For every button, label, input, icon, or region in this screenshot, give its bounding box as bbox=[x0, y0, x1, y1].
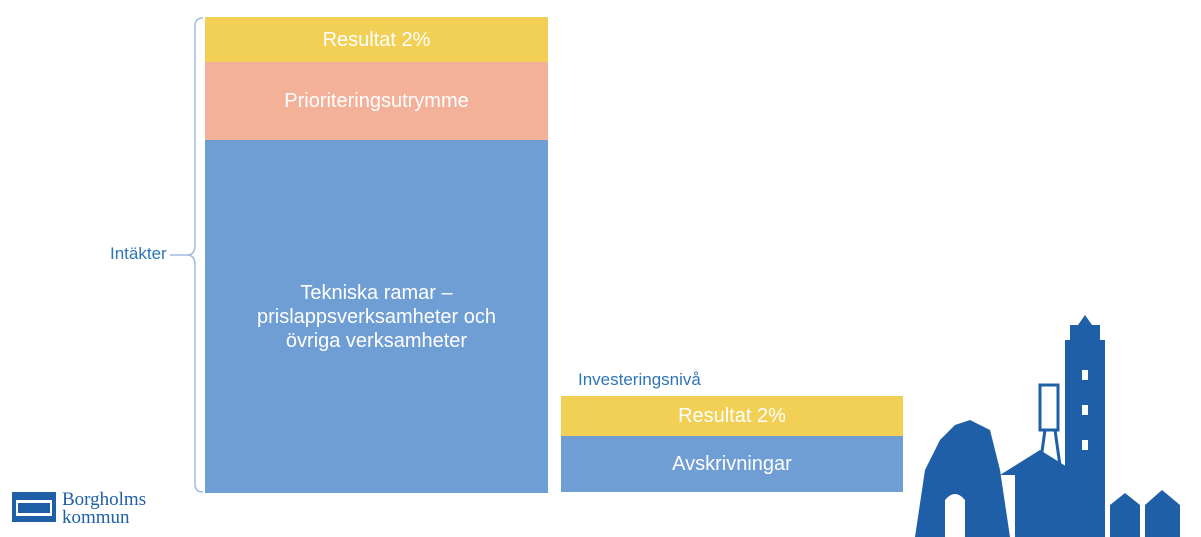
logo-text: Borgholms kommun bbox=[62, 491, 146, 527]
logo-emblem bbox=[12, 492, 56, 522]
slide: Intäkter Resultat 2% Prioriteringsutrymm… bbox=[0, 0, 1201, 537]
priority-block: Prioriteringsutrymme bbox=[205, 62, 548, 140]
logo-line: kommun bbox=[62, 509, 146, 527]
investment-result-block: Resultat 2% bbox=[561, 396, 903, 436]
income-label: Intäkter bbox=[110, 244, 167, 264]
technical-block: Tekniska ramar – prislappsverksamheter o… bbox=[205, 140, 548, 493]
result-block: Resultat 2% bbox=[205, 17, 548, 62]
investment-label: Investeringsnivå bbox=[578, 370, 701, 390]
depreciation-block: Avskrivningar bbox=[561, 436, 903, 492]
brace bbox=[187, 18, 203, 492]
